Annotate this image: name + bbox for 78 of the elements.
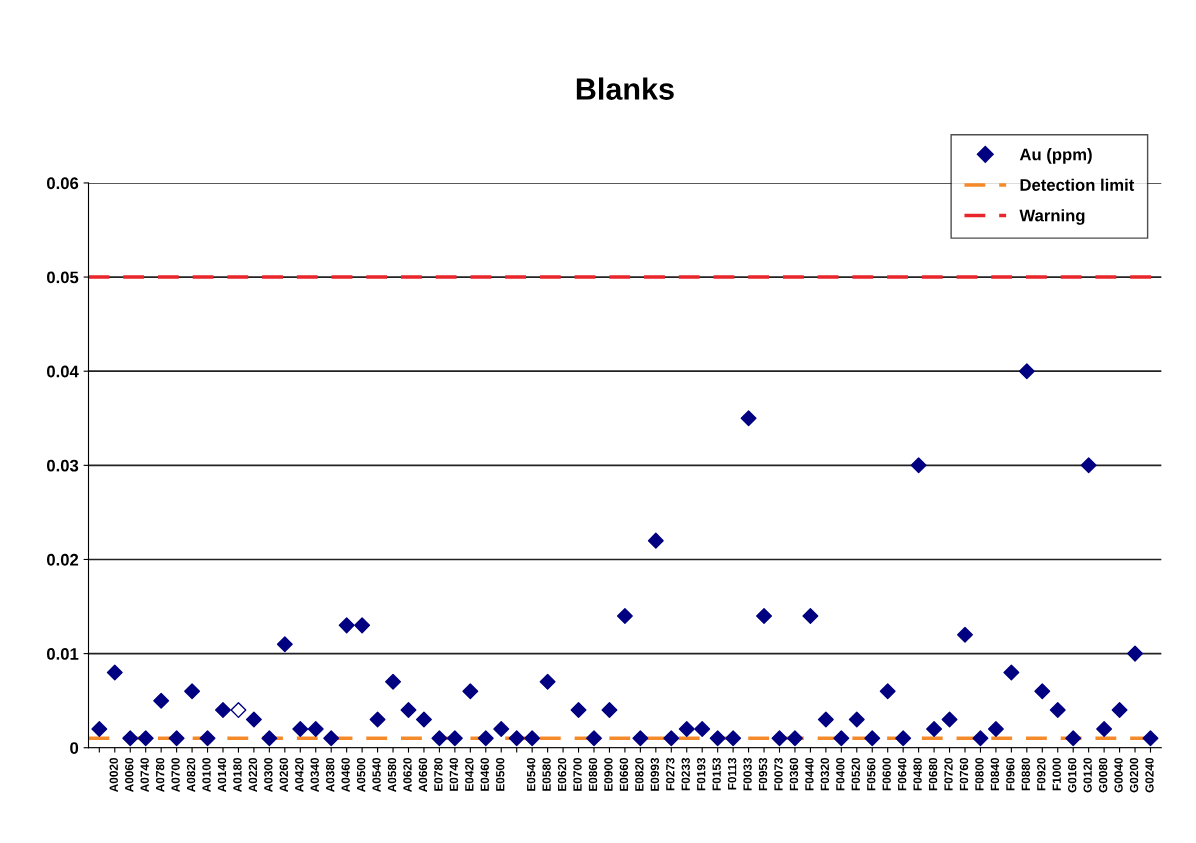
x-tick-label: F0520 (851, 757, 860, 791)
x-tick-label: G0200 (1129, 757, 1139, 793)
y-tick-label: 0.03 (47, 459, 79, 472)
x-tick-label: E0580 (542, 757, 551, 791)
x-tick-label: F0840 (990, 757, 1000, 791)
x-tick-label: F0480 (913, 757, 922, 791)
x-tick-label: F0640 (897, 757, 907, 791)
y-tick-label: 0.02 (47, 553, 79, 566)
x-tick-label: A0620 (403, 757, 412, 792)
x-tick-label: E0860 (588, 757, 598, 791)
x-tick-label: A0020 (109, 757, 118, 792)
x-tick-label: F0033 (743, 757, 752, 791)
x-tick-label: A0780 (155, 757, 165, 792)
y-tick-label: 0.01 (47, 648, 79, 660)
legend-label: Au (ppm) (1019, 148, 1092, 164)
x-tick-label: A0100 (202, 757, 211, 792)
x-tick-label: A0220 (248, 757, 258, 792)
x-tick-label: E0780 (434, 757, 443, 791)
x-tick-label: F0600 (882, 757, 891, 791)
y-tick-label: 0.04 (47, 365, 79, 378)
x-tick-label: E0460 (480, 757, 489, 791)
x-tick-label: E0620 (557, 757, 567, 791)
x-tick-label: A0140 (217, 757, 227, 792)
x-tick-label: E0500 (496, 757, 505, 791)
legend-label: Detection limit (1020, 178, 1135, 191)
x-tick-label: A0060 (125, 757, 134, 792)
x-tick-label: A0340 (310, 757, 319, 792)
y-tick-label: 0.06 (47, 177, 79, 190)
x-tick-label: F0953 (758, 757, 768, 791)
x-tick-label: F0193 (697, 757, 706, 791)
x-tick-label: F0113 (727, 757, 737, 790)
x-tick-label: A0180 (233, 757, 242, 792)
x-tick-label: E0660 (619, 757, 629, 791)
x-tick-label: G0040 (1114, 757, 1123, 793)
x-tick-label: F0760 (959, 757, 969, 791)
x-tick-label: F0960 (1006, 757, 1015, 791)
legend-label: Warning (1019, 209, 1085, 225)
x-tick-label: F0320 (820, 757, 830, 791)
x-tick-label: A0660 (418, 757, 428, 792)
x-tick-label: G0160 (1068, 757, 1077, 793)
x-tick-label: A0380 (326, 757, 335, 792)
chart-title: Blanks (576, 77, 674, 100)
x-tick-label: E0900 (604, 757, 613, 791)
x-tick-label: A0260 (279, 757, 288, 792)
x-tick-label: G0240 (1145, 757, 1154, 793)
x-tick-label: A0300 (264, 757, 273, 792)
x-tick-label: F0153 (712, 757, 721, 791)
y-tick-label: 0.05 (47, 271, 79, 284)
x-tick-label: E0820 (635, 757, 644, 791)
x-tick-label: F0233 (681, 757, 690, 791)
x-tick-label: F0273 (666, 757, 675, 791)
x-tick-label: A0500 (356, 757, 366, 792)
x-tick-label: F0720 (944, 757, 953, 791)
x-tick-label: A0580 (387, 757, 397, 792)
x-tick-label: G0080 (1098, 757, 1108, 793)
x-tick-label: E0700 (573, 757, 582, 791)
x-tick-label: A0420 (295, 757, 304, 792)
x-tick-label: E0420 (465, 757, 474, 791)
x-tick-label: E0540 (526, 757, 536, 791)
x-tick-label: E0740 (449, 757, 459, 791)
x-tick-label: F0400 (836, 757, 845, 791)
y-tick-label: 0 (70, 742, 79, 754)
x-tick-label: F0073 (774, 757, 783, 791)
x-tick-label: F0440 (805, 757, 814, 791)
x-tick-label: F0680 (928, 757, 938, 791)
x-tick-label: G0120 (1083, 757, 1092, 793)
x-tick-label: A0820 (186, 757, 196, 792)
x-tick-label: F0920 (1037, 757, 1046, 791)
x-tick-label: F0880 (1021, 757, 1030, 791)
x-tick-label: F0560 (867, 757, 876, 791)
x-tick-label: F0360 (789, 757, 799, 791)
x-tick-label: F1000 (1052, 757, 1061, 791)
x-tick-label: A0700 (171, 757, 180, 792)
x-tick-label: F0800 (975, 757, 984, 791)
x-tick-label: A0460 (341, 757, 350, 792)
x-tick-label: E0993 (650, 757, 660, 791)
x-tick-label: A0540 (372, 757, 381, 792)
x-tick-label: A0740 (140, 757, 149, 792)
